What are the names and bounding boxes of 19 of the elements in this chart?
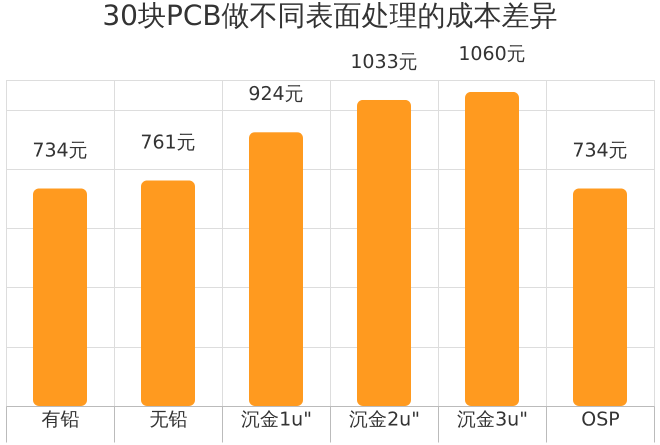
data-label: 924元 xyxy=(248,83,304,106)
data-label: 1060元 xyxy=(458,42,526,65)
chart-title: 30块PCB做不同表面处理的成本差异 xyxy=(102,0,558,32)
bar xyxy=(249,132,303,406)
data-label: 734元 xyxy=(572,139,628,162)
x-tick-label: 沉金2u" xyxy=(349,408,420,430)
data-label: 1033元 xyxy=(350,50,418,73)
bar xyxy=(573,188,627,406)
x-tick-label: 有铅 xyxy=(42,408,80,430)
data-label: 734元 xyxy=(32,139,88,162)
data-label: 761元 xyxy=(140,131,196,154)
x-tick-label: 无铅 xyxy=(150,408,188,430)
x-tick-label: 沉金1u" xyxy=(241,408,312,430)
bar xyxy=(357,100,411,406)
x-tick-label: OSP xyxy=(581,408,620,430)
bar xyxy=(141,180,195,406)
bar xyxy=(33,188,87,406)
x-tick-label: 沉金3u" xyxy=(457,408,528,430)
bar xyxy=(465,92,519,406)
